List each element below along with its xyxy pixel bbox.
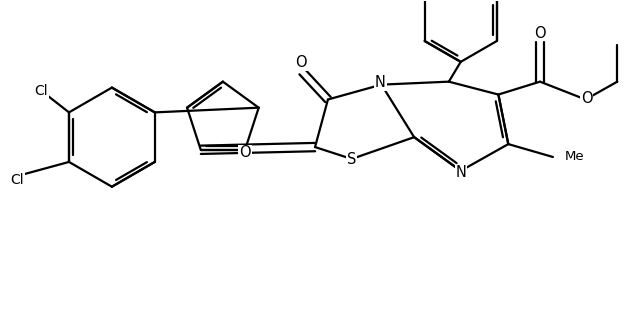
Text: O: O xyxy=(239,145,251,160)
Text: N: N xyxy=(455,165,466,180)
Text: O: O xyxy=(295,55,307,70)
Text: O: O xyxy=(534,26,546,40)
Text: N: N xyxy=(375,75,386,90)
Text: S: S xyxy=(347,152,356,167)
Text: Cl: Cl xyxy=(35,83,48,98)
Text: O: O xyxy=(580,91,593,106)
Text: Cl: Cl xyxy=(11,173,24,187)
Text: Me: Me xyxy=(564,150,584,163)
